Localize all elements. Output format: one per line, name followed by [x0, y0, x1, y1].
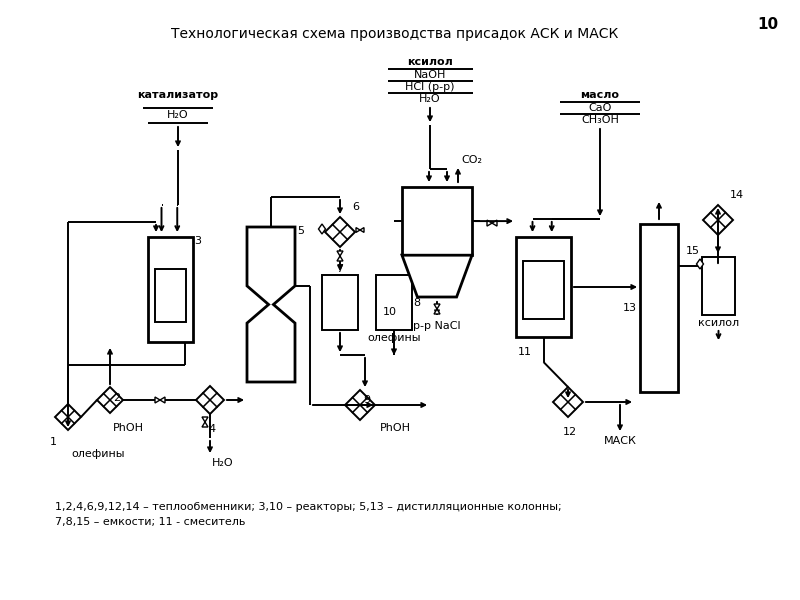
Text: 12: 12 [563, 427, 577, 437]
Text: 4: 4 [209, 424, 215, 434]
Polygon shape [553, 387, 583, 417]
Polygon shape [325, 217, 355, 247]
Text: МАСК: МАСК [603, 436, 637, 446]
Bar [640, 224, 678, 392]
Bar [402, 187, 472, 255]
Polygon shape [247, 227, 295, 382]
Text: ксилол: ксилол [698, 318, 739, 328]
Polygon shape [360, 227, 364, 232]
Text: 6: 6 [352, 202, 359, 212]
Text: катализатор: катализатор [138, 90, 218, 100]
Text: HCl (р-р): HCl (р-р) [406, 82, 454, 92]
Polygon shape [196, 386, 224, 414]
Text: CaO: CaO [588, 103, 612, 113]
Polygon shape [55, 404, 81, 430]
Text: Технологическая схема производства присадок АСК и МАСК: Технологическая схема производства приса… [171, 27, 618, 41]
Text: олефины: олефины [71, 449, 125, 459]
Text: 13: 13 [623, 303, 637, 313]
Text: 15: 15 [686, 246, 700, 256]
Polygon shape [434, 304, 440, 309]
Polygon shape [345, 390, 375, 420]
Polygon shape [318, 224, 326, 234]
Text: ксилол: ксилол [407, 57, 453, 67]
Text: 9: 9 [363, 395, 370, 405]
Bar [155, 269, 186, 322]
Polygon shape [487, 220, 492, 226]
Bar [148, 237, 193, 342]
Text: 10: 10 [757, 17, 778, 32]
Polygon shape [155, 397, 160, 403]
Polygon shape [697, 259, 703, 269]
Polygon shape [402, 255, 472, 297]
Text: масло: масло [581, 90, 619, 100]
Bar [376, 275, 412, 330]
Text: H₂O: H₂O [212, 458, 234, 468]
Polygon shape [202, 422, 208, 427]
Text: олефины: олефины [367, 333, 421, 343]
Text: H₂O: H₂O [167, 110, 189, 120]
Polygon shape [160, 397, 165, 403]
Polygon shape [337, 256, 343, 261]
Text: 10: 10 [383, 307, 397, 317]
Text: H₂O: H₂O [419, 94, 441, 104]
Polygon shape [703, 205, 733, 235]
Polygon shape [356, 227, 360, 232]
Bar [702, 257, 735, 315]
Text: PhOH: PhOH [380, 423, 411, 433]
Text: р-р NaCl: р-р NaCl [413, 321, 461, 331]
Text: 8: 8 [413, 298, 420, 307]
Text: 1,2,4,6,9,12,14 – теплообменники; 3,10 – реакторы; 5,13 – дистилляционные колонн: 1,2,4,6,9,12,14 – теплообменники; 3,10 –… [55, 502, 562, 527]
Text: 5: 5 [297, 226, 304, 236]
Polygon shape [202, 417, 208, 422]
Text: 3: 3 [194, 236, 201, 246]
Text: 2: 2 [113, 393, 120, 403]
Text: PhOH: PhOH [113, 423, 144, 433]
Bar [523, 261, 564, 319]
Polygon shape [492, 220, 497, 226]
Polygon shape [337, 251, 343, 256]
Text: 14: 14 [730, 190, 744, 200]
Text: NaOH: NaOH [414, 70, 446, 80]
Text: 1: 1 [50, 437, 57, 447]
Text: CO₂: CO₂ [461, 155, 482, 165]
Polygon shape [97, 387, 123, 413]
Text: CH₃OH: CH₃OH [581, 115, 619, 125]
Polygon shape [434, 309, 440, 314]
Text: 11: 11 [518, 347, 532, 357]
Bar [516, 237, 571, 337]
Text: 7: 7 [337, 264, 343, 274]
Bar [322, 275, 358, 330]
